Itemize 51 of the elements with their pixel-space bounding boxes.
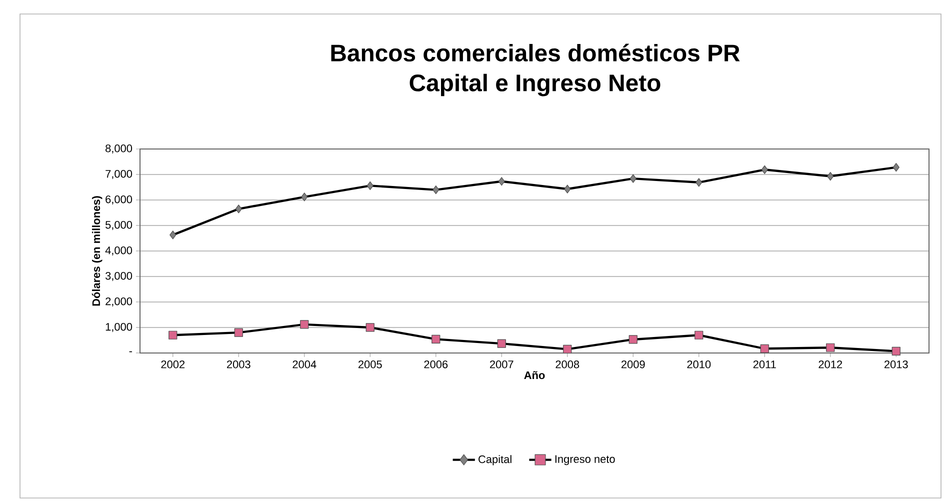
point <box>366 323 374 332</box>
point <box>170 230 176 240</box>
x-tick-label: 2007 <box>490 360 514 368</box>
y-tick-label: 3,000 <box>105 272 132 282</box>
x-tick-label: 2013 <box>884 360 908 368</box>
x-tick-label: 2011 <box>753 360 776 368</box>
x-tick-label: 2008 <box>556 360 580 368</box>
point <box>761 165 768 174</box>
y-tick-label: 6,000 <box>106 195 132 205</box>
point <box>366 181 374 190</box>
point <box>564 184 571 194</box>
point <box>826 343 835 352</box>
x-tick-label: 2002 <box>161 360 185 368</box>
point <box>498 177 505 186</box>
x-tick-label: 2005 <box>358 360 382 368</box>
y-tick-label: - <box>129 351 132 352</box>
point <box>234 328 243 337</box>
point <box>497 339 506 348</box>
point <box>300 320 309 329</box>
point <box>760 344 769 353</box>
chart-subtitle: Capital e Ingreso Neto <box>410 74 660 96</box>
y-tick-label: 1,000 <box>106 322 132 332</box>
y-tick-label: 8,000 <box>106 144 132 154</box>
x-axis-title: Año <box>524 371 545 380</box>
x-tick-label: 2004 <box>292 360 316 368</box>
y-tick-label: 7,000 <box>106 170 132 180</box>
point <box>235 204 242 214</box>
point <box>432 185 440 194</box>
point <box>827 172 834 181</box>
x-tick-label: 2003 <box>226 360 250 368</box>
x-tick-label: 2009 <box>621 360 645 368</box>
legend-label: Ingreso neto <box>555 455 615 466</box>
point <box>168 330 178 340</box>
y-axis-title: Dólares (en millones) <box>92 196 102 306</box>
y-tick-label: 4,000 <box>105 246 132 256</box>
point <box>630 174 636 183</box>
legend-label: Capital <box>478 455 512 466</box>
x-tick-label: 2006 <box>424 360 448 368</box>
y-tick-label: 2,000 <box>106 297 132 307</box>
point <box>563 344 572 354</box>
x-tick-label: 2012 <box>818 360 842 368</box>
point <box>892 346 900 356</box>
point <box>696 178 702 187</box>
x-tick-label: 2010 <box>687 360 711 368</box>
point <box>301 192 308 202</box>
chart-title: Bancos comerciales domésticos PR <box>331 44 740 62</box>
point <box>694 330 704 340</box>
point <box>892 163 900 172</box>
point <box>432 334 440 344</box>
point <box>628 335 638 344</box>
y-tick-label: 5,000 <box>106 220 132 230</box>
